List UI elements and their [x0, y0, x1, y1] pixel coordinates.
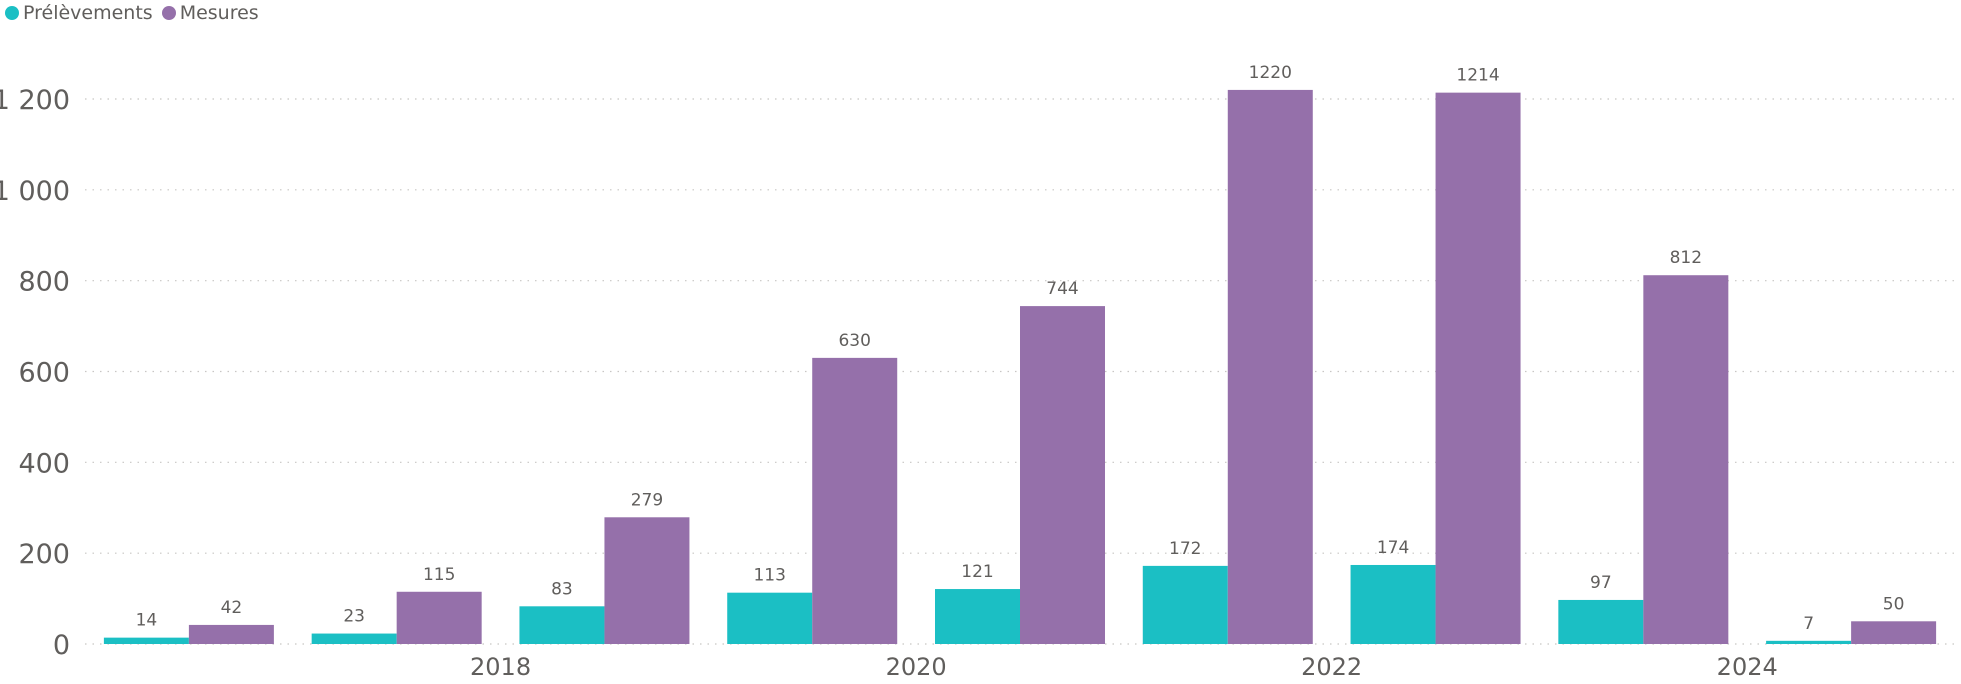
data-labels: 14 42 23 115 83 279 113 630 121 744 172 1220 174 1214… [136, 63, 1905, 634]
data-label-mesures-2024: 812 [1670, 248, 1702, 268]
y-tick-label: 400 [18, 448, 70, 479]
data-label-mesures-2017: 42 [221, 598, 243, 618]
bar-prelevements-2017[interactable] [103, 637, 189, 644]
data-label-mesures-2019: 279 [631, 490, 663, 510]
data-label-mesures-2025: 50 [1883, 594, 1905, 614]
bar-prelevements-2025[interactable] [1766, 640, 1852, 644]
bar-prelevements-2022[interactable] [1142, 565, 1228, 644]
y-tick-label: 1 200 [0, 85, 70, 116]
legend-marker-mesures [161, 6, 176, 20]
legend: Prélèvements Mesures [5, 1, 259, 25]
y-tick-label: 1 000 [0, 176, 70, 207]
x-tick-label: 2018 [470, 653, 531, 681]
bar-prelevements-2019[interactable] [519, 606, 605, 644]
data-label-mesures-2021: 744 [1046, 279, 1078, 299]
data-label-prelevements-2019: 83 [551, 579, 573, 599]
data-label-prelevements-2022: 172 [1169, 539, 1201, 559]
y-tick-label: 800 [18, 267, 70, 298]
legend-label-mesures: Mesures [179, 2, 259, 24]
y-tick-label: 600 [18, 358, 70, 389]
bar-mesures-2024[interactable] [1643, 275, 1729, 644]
data-label-mesures-2018: 115 [423, 565, 455, 585]
legend-item-prelevements[interactable]: Prélèvements [5, 2, 153, 24]
y-tick-label: 200 [18, 539, 70, 570]
data-label-prelevements-2025: 7 [1803, 614, 1814, 634]
bar-prelevements-2024[interactable] [1558, 599, 1644, 644]
bar-prelevements-2023[interactable] [1350, 564, 1436, 644]
bar-mesures-2019[interactable] [604, 517, 690, 644]
data-label-prelevements-2018: 23 [343, 607, 365, 627]
y-tick-label: 0 [53, 630, 70, 661]
bar-mesures-2020[interactable] [812, 357, 898, 644]
data-label-prelevements-2020: 113 [753, 566, 785, 586]
data-label-prelevements-2023: 174 [1377, 538, 1409, 558]
x-axis: 2018 2020 2022 2024 [470, 653, 1778, 681]
legend-marker-prelevements [5, 6, 19, 20]
x-tick-label: 2022 [1301, 653, 1362, 681]
legend-item-mesures[interactable]: Mesures [161, 2, 259, 24]
data-label-prelevements-2024: 97 [1590, 573, 1612, 593]
bar-mesures-2021[interactable] [1020, 306, 1105, 644]
data-label-prelevements-2021: 121 [961, 562, 993, 582]
x-tick-label: 2020 [886, 653, 947, 681]
bar-prelevements-2020[interactable] [727, 592, 813, 644]
bar-prelevements-2018[interactable] [311, 633, 397, 644]
bar-mesures-2025[interactable] [1851, 621, 1937, 644]
y-axis: 0 200 400 600 800 1 000 1 200 [0, 85, 70, 661]
x-tick-label: 2024 [1717, 653, 1778, 681]
data-label-mesures-2020: 630 [838, 331, 870, 351]
bars [103, 89, 1937, 645]
bar-mesures-2022[interactable] [1227, 89, 1313, 644]
bar-mesures-2017[interactable] [188, 624, 274, 644]
bar-mesures-2018[interactable] [396, 591, 482, 644]
bar-prelevements-2021[interactable] [935, 589, 1020, 644]
data-label-mesures-2023: 1214 [1456, 66, 1499, 86]
legend-label-prelevements: Prélèvements [23, 2, 153, 24]
data-label-mesures-2022: 1220 [1249, 63, 1292, 83]
bar-mesures-2023[interactable] [1435, 92, 1521, 645]
data-label-prelevements-2017: 14 [136, 611, 158, 631]
